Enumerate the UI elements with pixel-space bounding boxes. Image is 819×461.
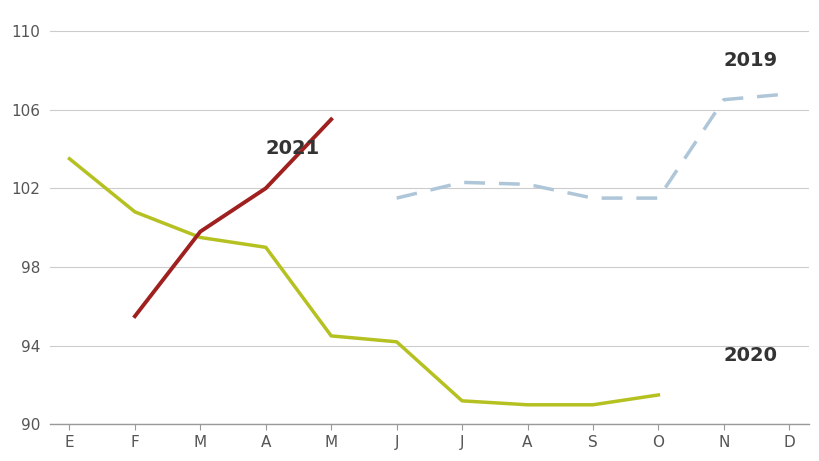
Text: 2019: 2019 [723,51,777,70]
Text: 2021: 2021 [265,139,319,159]
Text: 2020: 2020 [723,346,777,365]
